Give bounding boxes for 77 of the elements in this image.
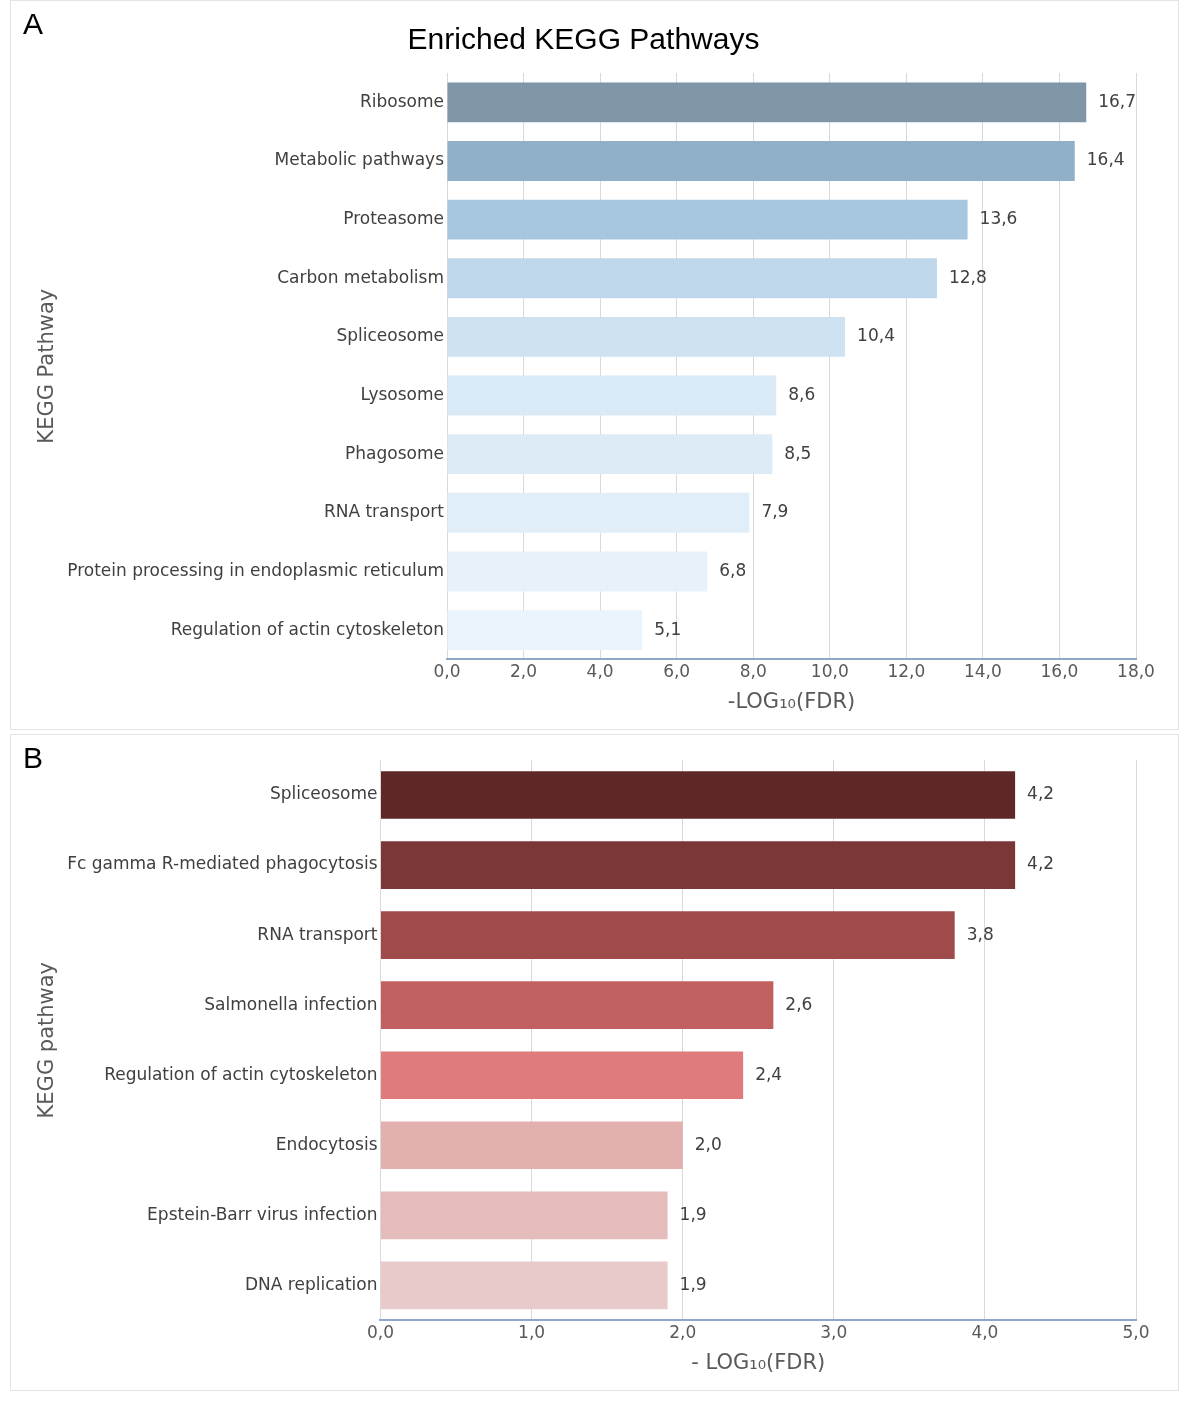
data-label: 6,8 <box>719 559 747 580</box>
y-tick-label: Endocytosis <box>275 1133 378 1154</box>
x-axis-title: - LOG₁₀(FDR) <box>691 1349 826 1374</box>
bar <box>447 141 1075 181</box>
bar <box>380 1191 668 1240</box>
bar <box>447 375 777 416</box>
bar <box>380 1261 668 1310</box>
bar <box>380 1051 744 1100</box>
y-tick-label: Spliceosome <box>336 325 445 346</box>
data-label: 16,7 <box>1098 90 1137 111</box>
bar <box>447 610 643 651</box>
data-label: 10,4 <box>857 325 895 346</box>
y-tick-label: Epstein-Barr virus infection <box>147 1203 378 1224</box>
x-tick-label: 4,0 <box>586 661 614 682</box>
data-label: 5,1 <box>654 618 682 639</box>
x-tick-label: 16,0 <box>1040 661 1079 682</box>
bar <box>380 981 774 1029</box>
x-tick-label: 2,0 <box>669 1322 697 1343</box>
x-tick-label: 10,0 <box>810 661 849 682</box>
y-tick-label: Metabolic pathways <box>274 149 445 170</box>
data-label: 7,9 <box>761 501 789 522</box>
data-label: 3,8 <box>966 923 994 944</box>
y-tick-label: Lysosome <box>360 383 445 404</box>
data-label: 4,2 <box>1027 783 1055 804</box>
bar <box>380 841 1016 889</box>
y-tick-label: Protein processing in endoplasmic reticulum <box>67 559 445 580</box>
bar <box>447 258 937 299</box>
x-tick-label: 0,0 <box>433 661 461 682</box>
data-label: 2,6 <box>785 993 813 1014</box>
bar <box>380 1121 683 1170</box>
data-label: 8,5 <box>784 442 812 463</box>
chart-title: Enriched KEGG Pathways <box>407 22 760 56</box>
data-label: 2,4 <box>755 1063 783 1084</box>
bar <box>447 199 968 240</box>
data-label: 1,9 <box>679 1203 707 1224</box>
y-axis-title: KEGG pathway <box>34 961 59 1119</box>
x-tick-label: 1,0 <box>518 1322 546 1343</box>
data-label: 8,6 <box>788 383 816 404</box>
x-tick-label: 2,0 <box>510 661 538 682</box>
bar <box>447 551 708 592</box>
data-label: 4,2 <box>1027 853 1055 874</box>
y-tick-label: Spliceosome <box>269 783 378 804</box>
data-label: 13,6 <box>979 208 1018 229</box>
x-axis-title: -LOG₁₀(FDR) <box>727 688 856 713</box>
data-label: 16,4 <box>1086 149 1125 170</box>
bar <box>447 492 750 533</box>
text: A <box>23 7 44 41</box>
bar <box>447 316 846 357</box>
y-tick-label: Phagosome <box>345 442 445 463</box>
x-tick-label: 0,0 <box>366 1322 395 1343</box>
y-tick-label: Regulation of actin cytoskeleton <box>104 1063 378 1084</box>
y-tick-label: RNA transport <box>323 501 445 522</box>
x-tick-label: 12,0 <box>887 661 926 682</box>
y-axis-title: KEGG Pathway <box>34 288 59 444</box>
x-tick-label: 4,0 <box>971 1322 999 1343</box>
bar <box>380 911 955 959</box>
y-tick-label: Ribosome <box>359 90 445 111</box>
y-tick-label: Carbon metabolism <box>277 266 445 287</box>
y-tick-label: Proteasome <box>343 208 445 229</box>
x-tick-label: 8,0 <box>739 661 767 682</box>
x-tick-label: 6,0 <box>663 661 691 682</box>
y-tick-label: RNA transport <box>257 923 378 944</box>
data-label: 12,8 <box>948 266 987 287</box>
text: B <box>23 741 44 775</box>
bar <box>380 771 1016 819</box>
data-label: 1,9 <box>679 1273 707 1294</box>
x-tick-label: 14,0 <box>963 661 1002 682</box>
y-tick-label: Salmonella infection <box>204 993 378 1014</box>
x-tick-label: 5,0 <box>1122 1322 1150 1343</box>
data-label: 2,0 <box>694 1133 722 1154</box>
y-tick-label: Regulation of actin cytoskeleton <box>170 618 445 639</box>
x-tick-label: 18,0 <box>1117 661 1155 682</box>
y-tick-label: DNA replication <box>245 1273 378 1294</box>
x-tick-label: 3,0 <box>820 1322 848 1343</box>
bar <box>447 82 1087 123</box>
y-tick-label: Fc gamma R-mediated phagocytosis <box>67 853 378 874</box>
bar <box>447 434 773 475</box>
